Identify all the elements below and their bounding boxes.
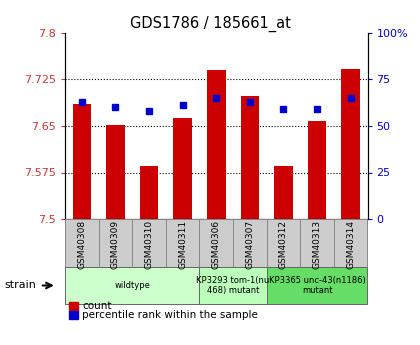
- Bar: [300, 219, 334, 267]
- Text: GSM40311: GSM40311: [178, 220, 187, 269]
- Text: GSM40310: GSM40310: [144, 220, 154, 269]
- Bar: [132, 219, 166, 267]
- Text: count: count: [82, 302, 111, 311]
- Bar: [308, 121, 326, 219]
- Bar: [173, 118, 192, 219]
- Bar: [233, 219, 267, 267]
- Bar: [99, 219, 132, 267]
- Bar: [65, 267, 199, 304]
- Text: GSM40306: GSM40306: [212, 220, 221, 269]
- Bar: [267, 219, 300, 267]
- Text: GSM40314: GSM40314: [346, 220, 355, 269]
- Text: wildtype: wildtype: [114, 281, 150, 290]
- Bar: [106, 125, 125, 219]
- Bar: [200, 219, 233, 267]
- Bar: [69, 302, 78, 310]
- Text: GDS1786 / 185661_at: GDS1786 / 185661_at: [129, 16, 291, 32]
- Bar: [140, 166, 158, 219]
- Bar: [200, 267, 267, 304]
- Bar: [241, 96, 259, 219]
- Bar: [65, 219, 99, 267]
- Text: percentile rank within the sample: percentile rank within the sample: [82, 310, 258, 320]
- Bar: [274, 166, 293, 219]
- Bar: [207, 70, 226, 219]
- Bar: [267, 267, 368, 304]
- Text: KP3293 tom-1(nu
468) mutant: KP3293 tom-1(nu 468) mutant: [197, 276, 270, 295]
- Text: strain: strain: [4, 280, 36, 290]
- Text: GSM40307: GSM40307: [245, 220, 255, 269]
- Bar: [341, 69, 360, 219]
- Bar: [166, 219, 200, 267]
- Text: GSM40312: GSM40312: [279, 220, 288, 269]
- Text: GSM40309: GSM40309: [111, 220, 120, 269]
- Bar: [334, 219, 368, 267]
- Bar: [73, 104, 91, 219]
- Bar: [69, 310, 78, 319]
- Text: GSM40308: GSM40308: [77, 220, 87, 269]
- Text: KP3365 unc-43(n1186)
mutant: KP3365 unc-43(n1186) mutant: [269, 276, 365, 295]
- Text: GSM40313: GSM40313: [312, 220, 322, 269]
